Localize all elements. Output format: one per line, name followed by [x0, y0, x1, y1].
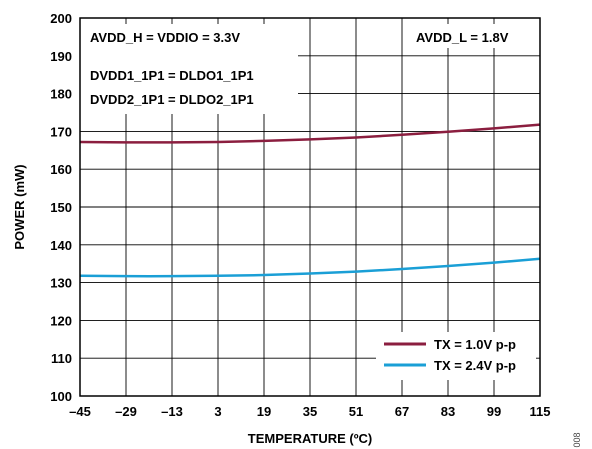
annotation-avdd-h: AVDD_H = VDDIO = 3.3V — [90, 30, 240, 45]
x-tick-label: 115 — [530, 404, 551, 419]
y-tick-label: 120 — [50, 313, 72, 328]
x-tick-label: –45 — [69, 404, 91, 419]
legend-box — [376, 332, 536, 380]
series-line-0 — [79, 123, 541, 144]
y-tick-label: 100 — [50, 389, 72, 404]
y-tick-label: 160 — [50, 162, 72, 177]
x-tick-label: 99 — [487, 404, 501, 419]
y-tick-label: 190 — [50, 49, 72, 64]
plot-frame — [79, 17, 541, 397]
y-tick-label: 200 — [50, 11, 72, 26]
y-tick-labels: 100 110 120 130 140 150 160 170 180 190 200 — [50, 11, 72, 404]
legend-label-2v4: TX = 2.4V p-p — [434, 358, 516, 373]
y-tick-label: 110 — [51, 351, 72, 366]
y-axis-title: POWER (mW) — [12, 164, 27, 249]
x-tick-label: 83 — [441, 404, 455, 419]
annotation-dvdd2: DVDD2_1P1 = DLDO2_1P1 — [90, 92, 254, 107]
annotation-box-left — [80, 24, 298, 114]
x-tick-label: –29 — [115, 404, 137, 419]
series-line-1 — [79, 257, 541, 278]
series-lines — [79, 123, 541, 278]
y-tick-label: 150 — [50, 200, 72, 215]
y-tick-label: 140 — [50, 238, 72, 253]
x-tick-label: 67 — [395, 404, 409, 419]
x-tick-label: –13 — [161, 404, 183, 419]
x-tick-label: 51 — [349, 404, 363, 419]
x-tick-label: 19 — [257, 404, 271, 419]
x-tick-label: 3 — [214, 404, 221, 419]
x-axis-title: TEMPERATURE (ºC) — [248, 431, 372, 446]
y-tick-label: 180 — [50, 87, 72, 102]
x-tick-labels: –45 –29 –13 3 19 35 51 67 83 99 115 — [69, 404, 550, 419]
annotation-dvdd1: DVDD1_1P1 = DLDO1_1P1 — [90, 68, 254, 83]
legend: TX = 1.0V p-p TX = 2.4V p-p — [376, 332, 536, 380]
figure-id: 008 — [572, 432, 582, 447]
y-tick-label: 170 — [50, 124, 72, 139]
y-tick-label: 130 — [50, 276, 72, 291]
annotation-avdd-l: AVDD_L = 1.8V — [416, 30, 509, 45]
annotation-box-right — [406, 24, 536, 48]
x-tick-label: 35 — [303, 404, 317, 419]
legend-label-1v: TX = 1.0V p-p — [434, 337, 516, 352]
